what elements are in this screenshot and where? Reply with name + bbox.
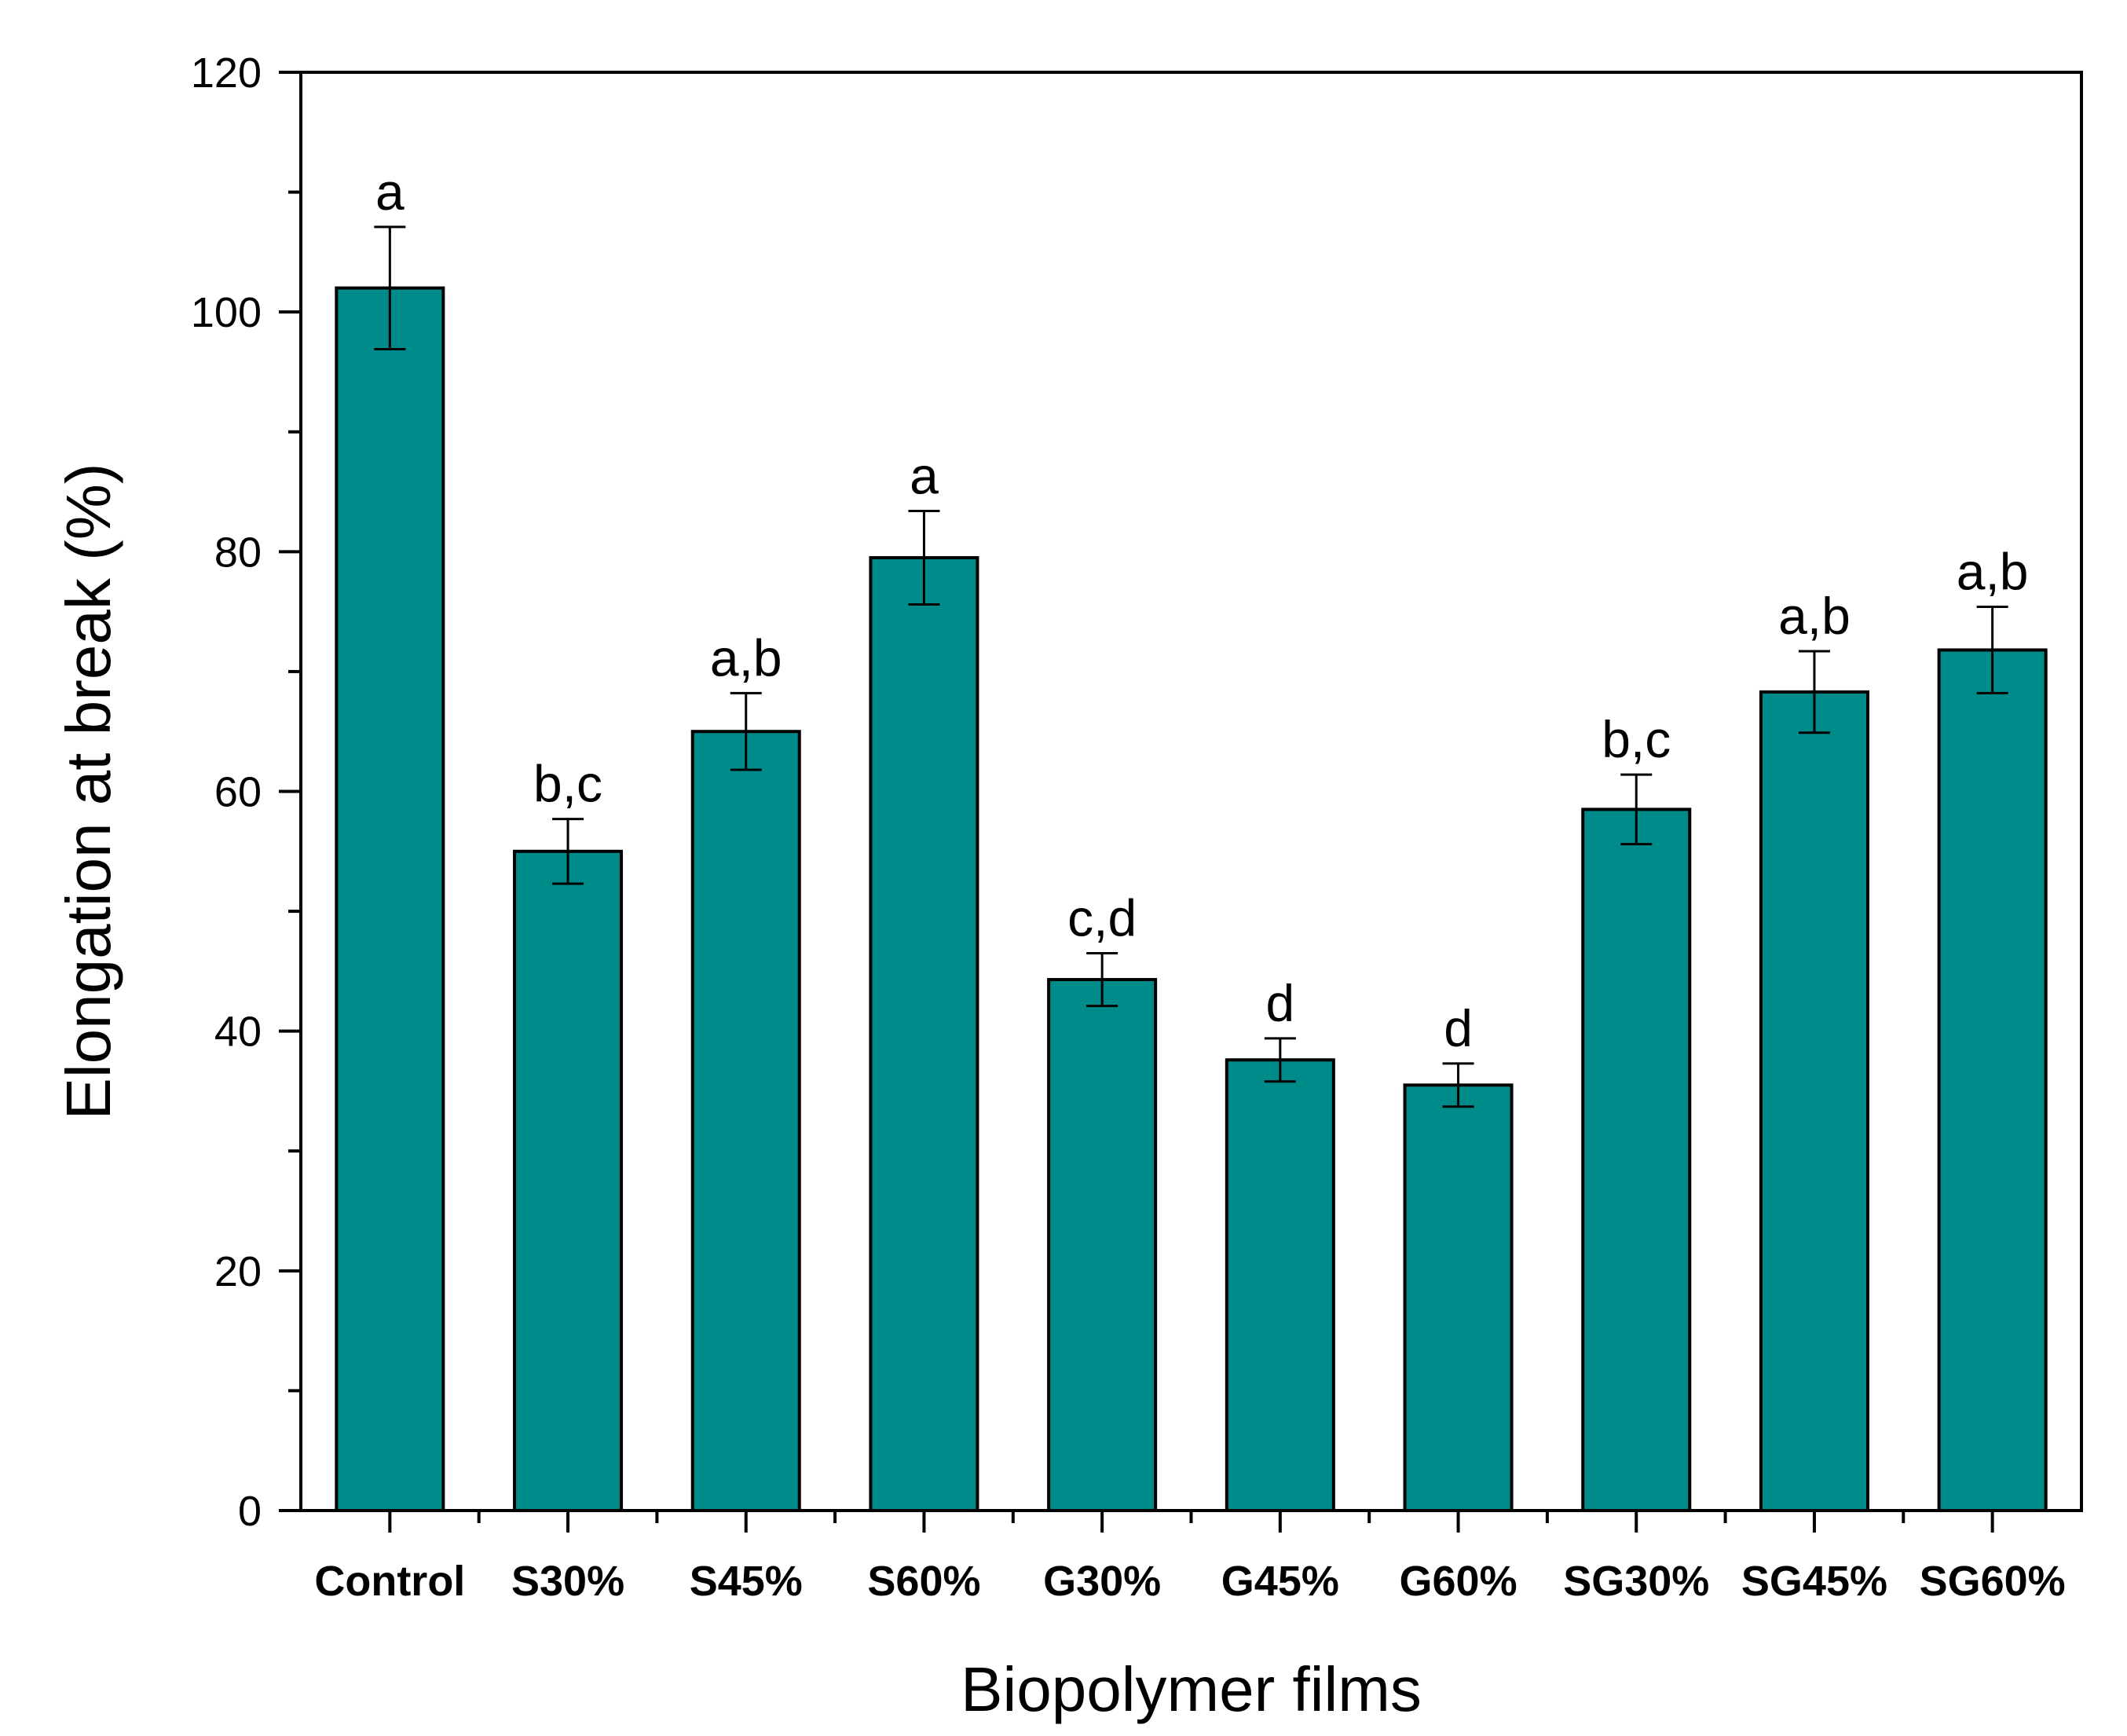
- x-tick-label-SG60%: SG60%: [1920, 1558, 2066, 1605]
- x-tick-label-S45%: S45%: [690, 1558, 803, 1605]
- y-tick-label-100: 100: [191, 289, 262, 336]
- error-bar-SG60%: [1976, 606, 2008, 694]
- bar-S60%: [869, 555, 979, 1512]
- error-bar-G30%: [1086, 951, 1118, 1008]
- x-tick-label-G30%: G30%: [1043, 1558, 1161, 1605]
- error-bar-S30%: [552, 818, 584, 885]
- bar-S45%: [690, 730, 801, 1512]
- x-tick-label-G45%: G45%: [1221, 1558, 1339, 1605]
- x-tick-label-Control: Control: [314, 1558, 465, 1605]
- x-axis: Control S30% S45% S60% G30% G45% G60% SG30% SG45…: [314, 1511, 2066, 1605]
- error-bar-Control: [374, 225, 406, 350]
- error-bars-layer: [374, 225, 2008, 1108]
- bar-Control: [335, 286, 445, 1512]
- x-tick-label-S60%: S60%: [867, 1558, 980, 1605]
- error-bar-SG30%: [1620, 773, 1653, 846]
- significance-label-S60%: a: [910, 446, 939, 504]
- bar-SG30%: [1581, 808, 1692, 1512]
- error-bar-S45%: [730, 691, 762, 771]
- x-tick-label-SG30%: SG30%: [1563, 1558, 1709, 1605]
- significance-label-SG45%: a,b: [1778, 587, 1851, 645]
- error-bar-SG45%: [1798, 650, 1830, 734]
- significance-label-G60%: d: [1444, 999, 1473, 1057]
- y-tick-label-40: 40: [214, 1009, 262, 1056]
- y-tick-label-120: 120: [191, 49, 262, 97]
- significance-label-S45%: a,b: [710, 628, 782, 687]
- error-bar-S60%: [908, 509, 940, 606]
- bar-G60%: [1403, 1083, 1514, 1513]
- bar-SG60%: [1937, 648, 2048, 1512]
- bars-layer: [335, 286, 2048, 1513]
- significance-label-Control: a: [375, 163, 405, 221]
- significance-label-G45%: d: [1265, 974, 1294, 1032]
- y-tick-label-80: 80: [214, 529, 262, 576]
- x-axis-title: Biopolymer films: [961, 1654, 1422, 1724]
- x-tick-label-G60%: G60%: [1400, 1558, 1517, 1605]
- error-bar-G45%: [1264, 1037, 1296, 1083]
- y-axis-title: Elongation at break (%): [53, 463, 123, 1119]
- bar-S30%: [513, 849, 624, 1512]
- y-tick-label-0: 0: [238, 1488, 262, 1535]
- significance-label-SG60%: a,b: [1957, 543, 2029, 601]
- significance-label-SG30%: b,c: [1602, 710, 1671, 768]
- y-tick-label-20: 20: [214, 1248, 262, 1295]
- bar-G30%: [1047, 978, 1158, 1512]
- bar-G45%: [1225, 1058, 1335, 1512]
- x-tick-label-S30%: S30%: [511, 1558, 624, 1605]
- y-axis: 0 20 40 60 80 100 120: [191, 49, 301, 1535]
- bar-SG45%: [1759, 690, 1869, 1512]
- error-bar-G60%: [1442, 1062, 1474, 1108]
- y-tick-label-60: 60: [214, 769, 262, 816]
- significance-label-S30%: b,c: [533, 755, 602, 813]
- significance-label-G30%: c,d: [1067, 888, 1137, 947]
- x-tick-label-SG45%: SG45%: [1741, 1558, 1887, 1605]
- significance-labels-layer: a b,c a,b a c,d d d b,c a,b a,b: [375, 163, 2029, 1057]
